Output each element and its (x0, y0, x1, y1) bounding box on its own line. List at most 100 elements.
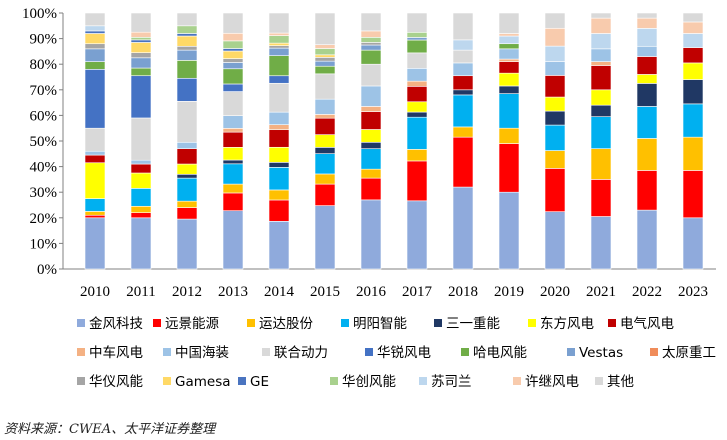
bar-segment (498, 12, 520, 34)
bar-segment (498, 33, 520, 37)
bar-segment (268, 55, 290, 77)
legend-swatch (77, 319, 85, 327)
bar-segment (544, 110, 566, 126)
bar-segment (590, 17, 612, 34)
legend-swatch (528, 319, 536, 327)
bar-segment (176, 101, 198, 143)
bar-segment (176, 148, 198, 165)
bar-segment (452, 75, 474, 91)
bar-segment (268, 146, 290, 163)
x-tick-label: 2011 (126, 284, 155, 300)
bar-segment (268, 124, 290, 131)
bar-segment (636, 170, 658, 211)
bar-segment (498, 58, 520, 62)
legend-label: 华仪风能 (89, 374, 143, 390)
bar-segment (406, 37, 428, 41)
bars-layer (84, 12, 704, 270)
bar-segment (130, 163, 152, 174)
bar-segment (452, 126, 474, 138)
x-tick-label: 2012 (172, 284, 202, 300)
bar-segment (314, 65, 336, 75)
bar-segment (360, 148, 382, 170)
legend-label: 中车风电 (89, 344, 143, 361)
bar-segment (268, 32, 290, 36)
bar-segment (222, 131, 244, 148)
bar-segment (176, 60, 198, 79)
bar-segment (176, 77, 198, 102)
legend-label: 太原重工 (662, 345, 716, 361)
bar-segment (222, 32, 244, 42)
bar-segment (222, 115, 244, 129)
bar-segment (176, 49, 198, 61)
bar-segment (84, 198, 106, 212)
x-tick-label: 2016 (356, 284, 387, 300)
bar-segment (360, 106, 382, 112)
axis-layer: 0% 10% 20% 30% 40% 50% 60% 70% 80% 90% 100% 2010 201… (22, 6, 716, 300)
bar-segment (406, 39, 428, 54)
bar-segment (360, 129, 382, 143)
bar-segment (452, 12, 474, 41)
bar-segment (130, 37, 152, 41)
bar-segment (544, 27, 566, 47)
y-tick-label: 80% (30, 57, 58, 73)
bar-segment (360, 63, 382, 87)
bar-segment (590, 216, 612, 270)
bar-segment (360, 30, 382, 38)
bar-segment (84, 48, 106, 62)
bar-segment (406, 149, 428, 162)
bar-segment (314, 60, 336, 67)
bar-segment (452, 49, 474, 64)
legend-swatch (77, 348, 85, 356)
bar-segment (268, 35, 290, 44)
legend-label: GE (250, 374, 269, 390)
bar-segment (84, 154, 106, 164)
bar-segment (222, 58, 244, 63)
bar-segment (452, 94, 474, 128)
bar-segment (176, 173, 198, 179)
bar-segment (130, 117, 152, 161)
bar-segment (360, 37, 382, 43)
y-tick-label: 60% (30, 108, 58, 124)
bar-segment (360, 49, 382, 65)
bar-segment (360, 42, 382, 46)
legend-label: 苏司兰 (431, 374, 472, 390)
bar-segment (130, 205, 152, 213)
legend-swatch (153, 319, 161, 327)
bar-segment (268, 221, 290, 270)
bar-segment (222, 40, 244, 49)
y-tick-label: 40% (30, 160, 58, 176)
legend-label: 运达股份 (259, 316, 313, 332)
bar-segment (636, 28, 658, 47)
y-tick-label: 70% (30, 83, 58, 99)
bar-segment (498, 93, 520, 129)
bar-segment (360, 12, 382, 32)
bar-segment (84, 30, 106, 34)
bar-segment (130, 52, 152, 59)
bar-segment (636, 45, 658, 57)
bar-segment (636, 83, 658, 107)
bar-segment (176, 218, 198, 270)
bar-segment (498, 43, 520, 50)
bar-segment (452, 89, 474, 96)
bar-segment (314, 134, 336, 148)
bar-segment (636, 12, 658, 19)
bar-segment (84, 33, 106, 45)
bar-segment (636, 74, 658, 84)
bar-segment (268, 75, 290, 84)
bar-segment (544, 45, 566, 62)
bar-segment (130, 217, 152, 270)
bar-segment (406, 200, 428, 270)
bar-segment (314, 114, 336, 119)
bar-segment (590, 148, 612, 180)
x-tick-label: 2013 (218, 284, 248, 300)
bar-segment (682, 136, 704, 171)
bar-segment (590, 61, 612, 66)
bar-segment (84, 12, 106, 27)
bar-segment (636, 138, 658, 171)
bar-segment (544, 96, 566, 112)
bar-segment (314, 54, 336, 58)
bar-segment (314, 153, 336, 175)
bar-segment (590, 33, 612, 50)
bar-segment (314, 205, 336, 270)
bar-segment (682, 217, 704, 270)
